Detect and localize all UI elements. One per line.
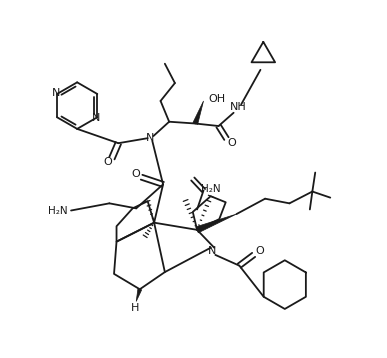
Text: H₂N: H₂N <box>201 184 221 194</box>
Text: H₂N: H₂N <box>48 205 67 216</box>
Text: OH: OH <box>208 94 225 104</box>
Text: O: O <box>227 138 236 148</box>
Text: N: N <box>52 88 60 98</box>
Polygon shape <box>193 101 204 124</box>
Text: N: N <box>208 246 217 256</box>
Text: N: N <box>146 133 155 143</box>
Text: NH: NH <box>230 102 247 112</box>
Text: O: O <box>132 169 140 179</box>
Polygon shape <box>196 214 236 233</box>
Text: H: H <box>131 303 140 313</box>
Text: O: O <box>256 246 264 256</box>
Text: N: N <box>92 113 100 123</box>
Text: O: O <box>103 157 112 167</box>
Polygon shape <box>136 289 142 301</box>
